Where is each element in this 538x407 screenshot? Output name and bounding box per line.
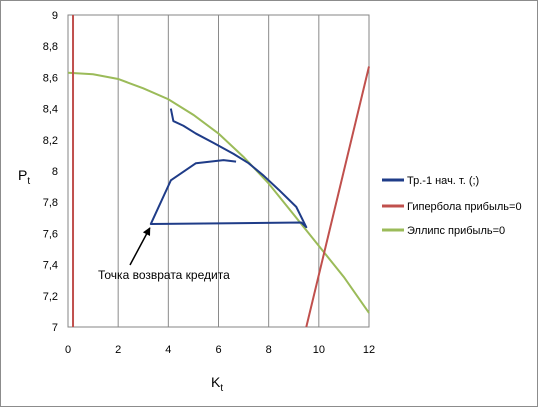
y-tick-label: 7,6 (43, 228, 58, 240)
y-tick-label: 9 (52, 10, 58, 22)
x-axis-title-main: K (211, 374, 221, 390)
x-tick-label: 12 (363, 344, 375, 356)
x-tick-label: 0 (65, 344, 71, 356)
legend-entry: Эллипс прибыль=0 (407, 225, 505, 237)
y-tick-label: 7 (52, 322, 58, 334)
y-tick-label: 8 (52, 166, 58, 178)
series-trajectory-line (149, 108, 308, 229)
x-axis-title: Kt (211, 374, 223, 394)
tick-labels: 0 2 4 6 8 10 12 7 7,2 7,4 7,6 7,8 8 8,2 8,4 8,6 8,8 9 (43, 10, 375, 356)
y-tick-label: 7,2 (43, 291, 58, 303)
y-tick-label: 8,4 (43, 104, 58, 116)
series-ellipse-line (68, 71, 370, 314)
y-axis-title: Pt (18, 167, 30, 187)
annotation-arrow (129, 227, 151, 266)
y-tick-label: 8,6 (43, 72, 58, 84)
legend-entry: Тр.-1 нач. т. (;) (407, 175, 479, 187)
series-layer (68, 15, 370, 328)
y-tick-label: 7,4 (43, 260, 58, 272)
x-tick-label: 4 (165, 344, 171, 356)
legend-entry: Гипербола прибыль=0 (407, 201, 522, 213)
annotation-text: Точка возврата кредита (98, 268, 230, 282)
annotation: Точка возврата кредита (98, 227, 230, 282)
x-tick-label: 2 (115, 344, 121, 356)
y-tick-label: 8,2 (43, 135, 58, 147)
y-axis-title-main: P (18, 167, 27, 183)
series-hyperbola-line-2 (305, 66, 370, 328)
x-tick-label: 6 (215, 344, 221, 356)
y-axis-title-sub: t (27, 176, 30, 187)
x-tick-label: 10 (313, 344, 325, 356)
legend: Тр.-1 нач. т. (;) Гипербола прибыль=0 Элли… (382, 175, 522, 237)
y-tick-label: 8,8 (43, 41, 58, 53)
x-axis-title-sub: t (220, 383, 223, 394)
y-tick-label: 7,8 (43, 197, 58, 209)
x-tick-label: 8 (266, 344, 272, 356)
